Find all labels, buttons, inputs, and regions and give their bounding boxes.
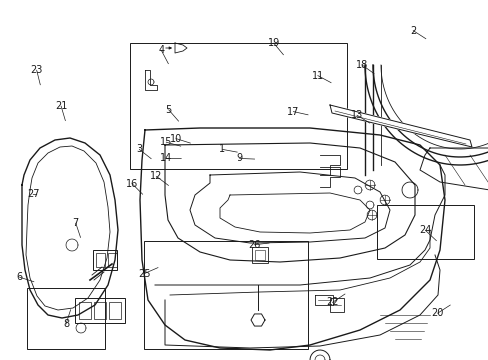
Text: 1: 1 [219,144,225,154]
Text: 26: 26 [247,240,260,250]
Text: 13: 13 [350,110,363,120]
Text: 27: 27 [27,189,40,199]
Text: 5: 5 [165,105,171,115]
Text: 20: 20 [430,308,443,318]
Bar [108,253,117,267]
Text: 24: 24 [418,225,431,235]
Bar [109,302,121,319]
Bar [251,247,267,263]
Text: 6: 6 [17,272,22,282]
Text: 16: 16 [125,179,138,189]
Text: 18: 18 [355,60,367,70]
Text: 8: 8 [63,319,69,329]
Text: 22: 22 [325,297,338,307]
Bar [94,302,106,319]
Text: 4: 4 [158,45,164,55]
Text: 15: 15 [160,137,172,147]
Bar [329,298,343,312]
Text: 11: 11 [311,71,324,81]
Text: 3: 3 [136,144,142,154]
Text: 17: 17 [286,107,299,117]
Text: 12: 12 [150,171,163,181]
Text: 23: 23 [30,65,43,75]
Text: 19: 19 [267,38,280,48]
Text: 25: 25 [138,269,150,279]
Bar [79,302,91,319]
Polygon shape [329,105,471,147]
Bar [96,253,105,267]
Text: 2: 2 [409,26,415,36]
Text: 7: 7 [73,218,79,228]
Text: 10: 10 [169,134,182,144]
Bar [93,250,117,270]
Bar [254,250,264,260]
Text: 9: 9 [236,153,242,163]
Bar [75,298,125,323]
Text: 14: 14 [160,153,172,163]
Text: 21: 21 [55,101,67,111]
